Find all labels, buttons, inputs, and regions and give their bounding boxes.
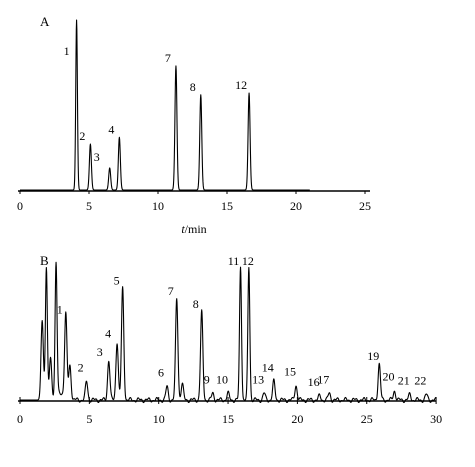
panel-b-peak-label-19: 19 <box>367 349 379 363</box>
panel-a-ticks: 0 5 10 15 20 25 <box>17 191 371 213</box>
panel-a-tick-label-10: 10 <box>152 199 164 213</box>
panel-a-tick-label-25: 25 <box>359 199 371 213</box>
panel-b-peak-label-15: 15 <box>284 364 296 378</box>
panel-b-peak-label-11: 11 <box>228 254 240 268</box>
panel-b-peak-label-10: 10 <box>216 372 228 386</box>
panel-b-peak-label-21: 21 <box>398 374 410 388</box>
panel-a-x-axis-label: t/min <box>181 222 206 236</box>
panel-a-peak-label-3: 3 <box>94 150 100 164</box>
panel-b-label: B <box>40 253 49 268</box>
panel-a-tick-label-20: 20 <box>290 199 302 213</box>
panel-b-peak-label-9: 9 <box>204 372 210 386</box>
panel-a-tick-label-0: 0 <box>17 199 23 213</box>
panel-a-trace <box>19 19 311 191</box>
panel-a-peak-label-7: 7 <box>165 51 171 65</box>
panel-a-tick-label-15: 15 <box>221 199 233 213</box>
panel-a-peak-label-4: 4 <box>108 122 114 136</box>
panel-b-peak-label-17: 17 <box>317 372 329 386</box>
panel-a-x-axis-label-var: t <box>181 222 185 236</box>
panel-b-peak-label-4: 4 <box>105 327 111 341</box>
panel-b-peak-label-5: 5 <box>114 273 120 287</box>
panel-a-label: A <box>40 14 50 29</box>
panel-b-peak-label-1: 1 <box>57 303 63 317</box>
panel-a-peak-label-8: 8 <box>190 80 196 94</box>
panel-b-peak-label-3: 3 <box>97 345 103 359</box>
panel-b-tick-label-15: 15 <box>222 412 234 426</box>
panel-b-peak-label-20: 20 <box>383 370 395 384</box>
panel-a-x-axis-label-unit: /min <box>185 222 207 236</box>
panel-b-peak-label-7: 7 <box>168 284 174 298</box>
panel-b-tick-label-10: 10 <box>153 412 165 426</box>
panel-a-tick-label-5: 5 <box>86 199 92 213</box>
panel-b-peak-label-8: 8 <box>193 297 199 311</box>
panel-b-tick-label-20: 20 <box>291 412 303 426</box>
panel-b-peak-label-13: 13 <box>252 372 264 386</box>
panel-b-peak-label-14: 14 <box>262 360 274 374</box>
panel-a-peak-label-2: 2 <box>79 129 85 143</box>
panel-b-peak-label-6: 6 <box>158 366 164 380</box>
panel-a-peak-label-12: 12 <box>235 78 247 92</box>
panel-b-trace <box>19 261 437 404</box>
panel-a-peak-label-1: 1 <box>64 44 70 58</box>
panel-b-tick-label-5: 5 <box>86 412 92 426</box>
panel-b-tick-label-0: 0 <box>17 412 23 426</box>
panel-b-peak-label-12: 12 <box>242 254 254 268</box>
panel-b-peak-label-2: 2 <box>78 360 84 374</box>
panel-b-tick-label-30: 30 <box>430 412 442 426</box>
panel-b-peak-label-22: 22 <box>414 374 426 388</box>
panel-b-ticks: 0 5 10 15 20 25 30 <box>17 397 442 426</box>
panel-b-peak-label-16: 16 <box>308 375 320 389</box>
panel-b-tick-label-25: 25 <box>361 412 373 426</box>
